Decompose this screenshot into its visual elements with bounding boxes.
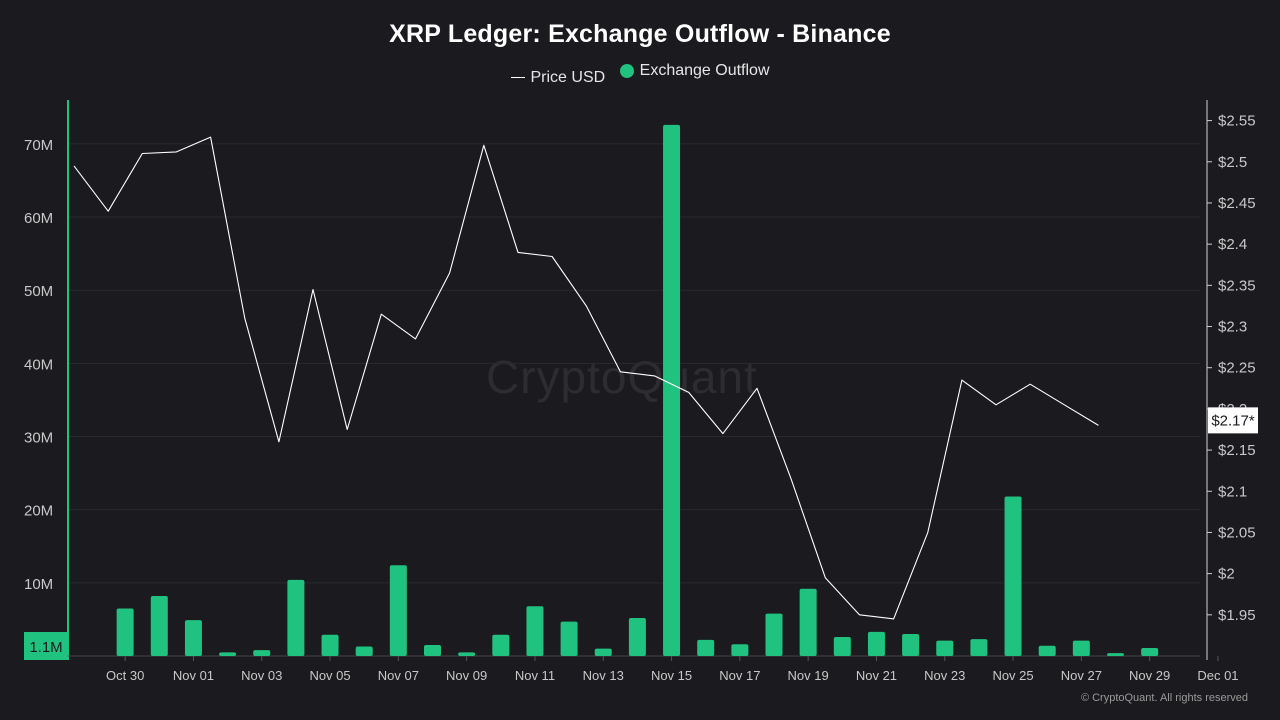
outflow-bar: [970, 639, 988, 656]
outflow-bar: [628, 617, 646, 656]
outflow-dot-swatch: [619, 64, 634, 78]
x-axis-tick-label: Nov 23: [924, 668, 965, 683]
legend-outflow-label: Exchange Outflow: [639, 62, 770, 79]
left-axis-tick-label: 40M: [24, 356, 53, 373]
outflow-bar: [424, 645, 441, 656]
right-axis-tick-label: $1.95: [1218, 607, 1256, 624]
right-axis-tick-label: $2.5: [1218, 154, 1247, 171]
right-axis-tick-label: $2.05: [1218, 524, 1256, 541]
outflow-bar: [1107, 653, 1124, 656]
chart-legend: Price USD Exchange Outflow: [0, 62, 1280, 87]
outflow-bar: [560, 621, 578, 656]
left-axis-tick-label: 20M: [24, 503, 53, 520]
x-axis-tick-label: Nov 05: [309, 668, 350, 683]
outflow-bar: [287, 579, 305, 656]
left-axis-tick-label: 60M: [24, 210, 53, 227]
x-axis-tick-label: Dec 01: [1197, 668, 1238, 683]
right-axis-tick-label: $2.4: [1218, 236, 1247, 253]
x-axis-tick-label: Nov 03: [241, 668, 282, 683]
x-axis-tick-label: Nov 21: [856, 668, 897, 683]
left-value-badge: [24, 632, 68, 660]
outflow-bar: [663, 124, 681, 657]
outflow-bar: [253, 650, 271, 656]
outflow-bar: [902, 634, 920, 656]
outflow-bar: [150, 596, 168, 656]
left-axis-tick-label: 30M: [24, 430, 53, 447]
price-line: [73, 136, 1099, 620]
x-axis-tick-label: Nov 29: [1129, 668, 1170, 683]
x-axis-tick-label: Nov 11: [515, 668, 555, 683]
legend-price-label: Price USD: [530, 68, 606, 86]
outflow-bar: [867, 631, 885, 656]
x-axis-tick-label: Nov 01: [173, 668, 214, 683]
x-axis-tick-label: Nov 25: [992, 668, 1033, 683]
outflow-bar: [389, 565, 407, 656]
outflow-bar: [355, 646, 373, 656]
right-axis-tick-label: $2.15: [1218, 442, 1256, 459]
copyright-text: © CryptoQuant. All rights reserved: [1080, 692, 1248, 704]
outflow-bar: [833, 636, 851, 656]
right-value-badge-label: $2.17*: [1211, 412, 1255, 429]
outflow-bar: [799, 588, 817, 656]
outflow-bar: [116, 608, 134, 656]
left-value-badge-label: 1.1M: [29, 639, 62, 656]
x-axis-tick-label: Nov 07: [378, 668, 419, 683]
outflow-bar: [184, 620, 202, 656]
x-axis-tick-label: Nov 19: [788, 668, 829, 683]
right-axis-tick-label: $2: [1218, 566, 1235, 583]
outflow-bar: [1038, 645, 1056, 656]
x-axis-tick-label: Oct 30: [106, 668, 144, 683]
x-axis-tick-label: Nov 27: [1061, 668, 1102, 683]
x-axis-tick-label: Nov 09: [446, 668, 487, 683]
x-axis-tick-label: Nov 13: [583, 668, 624, 683]
left-axis-tick-label: 50M: [24, 283, 53, 300]
x-axis-tick-label: Nov 17: [719, 668, 760, 683]
right-axis-tick-label: $2.3: [1218, 319, 1247, 336]
legend-item-price[interactable]: Price USD: [510, 68, 606, 87]
outflow-bar: [936, 640, 954, 656]
outflow-bar: [765, 613, 783, 656]
chart-title: XRP Ledger: Exchange Outflow - Binance: [389, 20, 891, 48]
right-axis-tick-label: $2.55: [1218, 113, 1256, 130]
outflow-bar: [1072, 640, 1090, 656]
outflow-bar: [458, 652, 476, 656]
right-axis-tick-label: $2.1: [1218, 483, 1247, 500]
outflow-bar: [697, 639, 715, 656]
right-axis-tick-label: $2.35: [1218, 277, 1256, 294]
outflow-bar: [1141, 647, 1159, 656]
legend-item-outflow[interactable]: Exchange Outflow: [619, 62, 770, 80]
right-axis-tick-label: $2.45: [1218, 195, 1256, 212]
outflow-bar: [526, 606, 544, 656]
x-axis-tick-label: Nov 15: [651, 668, 692, 683]
outflow-bar: [492, 634, 510, 656]
outflow-bar: [219, 652, 237, 656]
right-value-badge: [1208, 407, 1258, 434]
left-axis-tick-label: 10M: [24, 576, 53, 593]
outflow-bar: [731, 644, 749, 656]
watermark-logo: CryptoQuant: [486, 351, 758, 403]
outflow-bar: [594, 648, 612, 656]
left-axis-tick-label: 70M: [24, 137, 53, 154]
outflow-bar: [321, 634, 339, 656]
right-axis-tick-label: $2.25: [1218, 360, 1256, 377]
outflow-bar: [1004, 496, 1022, 656]
price-line-swatch: [510, 77, 525, 78]
